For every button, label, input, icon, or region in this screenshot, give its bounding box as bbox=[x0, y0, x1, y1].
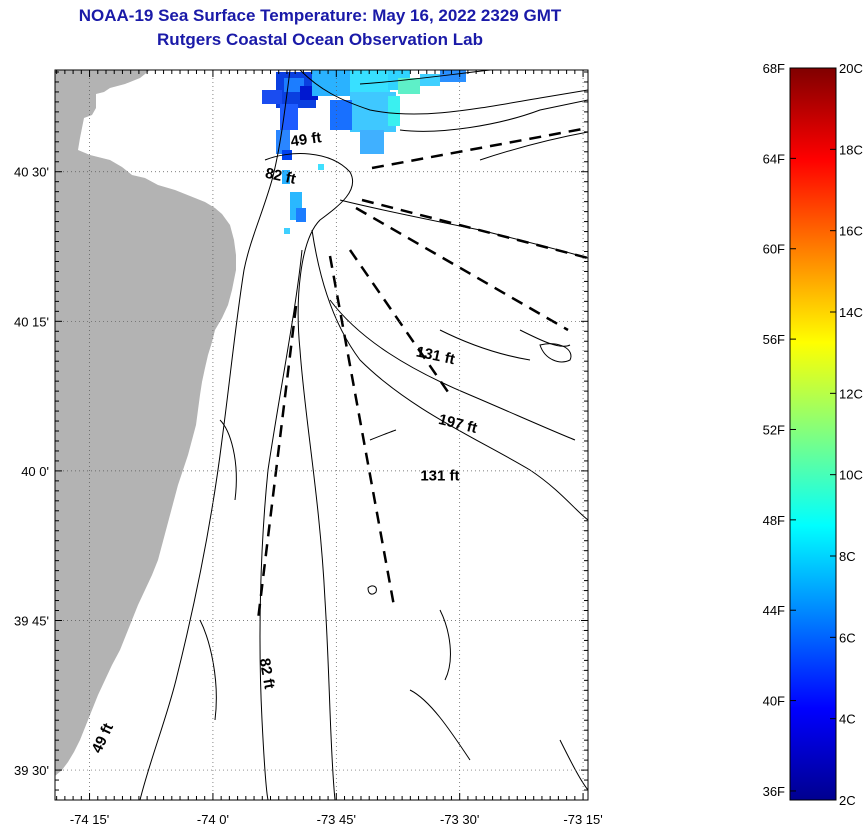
lon-tick-label: -74 15' bbox=[70, 812, 109, 827]
map-title: NOAA-19 Sea Surface Temperature: May 16,… bbox=[78, 6, 562, 25]
map-frame bbox=[54, 69, 589, 801]
colorbar: 68F 64F 60F 56F 52F 48F 44F 40F 36F 20C 18C 16C 14C… bbox=[763, 61, 863, 808]
land-new-jersey bbox=[55, 70, 236, 776]
lat-tick-label: 39 45' bbox=[14, 613, 49, 628]
colorbar-c-label: 10C bbox=[839, 468, 863, 483]
map-subtitle: Rutgers Coastal Ocean Observation Lab bbox=[157, 30, 483, 49]
lat-tick-label: 40 15' bbox=[14, 314, 49, 329]
colorbar-f-label: 56F bbox=[763, 332, 785, 347]
colorbar-gradient bbox=[789, 67, 837, 801]
lat-tick-label: 40 30' bbox=[14, 165, 49, 180]
colorbar-c-label: 14C bbox=[839, 305, 863, 320]
lat-tick-label: 39 30' bbox=[14, 763, 49, 778]
colorbar-f-label: 64F bbox=[763, 151, 785, 166]
longitude-tick-labels: -74 15' -74 0' -73 45' -73 30' -73 15' bbox=[70, 812, 603, 827]
colorbar-fahrenheit-labels: 68F 64F 60F 56F 52F 48F 44F 40F 36F bbox=[763, 61, 796, 799]
colorbar-celsius-labels: 20C 18C 16C 14C 12C 10C 8C 6C 4C 2C bbox=[830, 61, 863, 808]
colorbar-c-label: 18C bbox=[839, 142, 863, 157]
colorbar-c-label: 8C bbox=[839, 549, 856, 564]
lon-tick-label: -73 15' bbox=[563, 812, 602, 827]
colorbar-f-label: 40F bbox=[763, 694, 785, 709]
colorbar-c-label: 6C bbox=[839, 630, 856, 645]
lon-tick-label: -73 30' bbox=[440, 812, 479, 827]
colorbar-f-label: 52F bbox=[763, 422, 785, 437]
contour-depth-label: 82 ft bbox=[256, 657, 278, 690]
map-gridlines bbox=[55, 70, 588, 800]
colorbar-c-label: 20C bbox=[839, 61, 863, 76]
contour-depth-label: 131 ft bbox=[420, 467, 459, 484]
colorbar-c-label: 2C bbox=[839, 793, 856, 808]
lon-tick-label: -74 0' bbox=[197, 812, 229, 827]
colorbar-c-label: 12C bbox=[839, 386, 863, 401]
lon-tick-label: -73 45' bbox=[317, 812, 356, 827]
lat-tick-label: 40 0' bbox=[21, 464, 49, 479]
map-frame-ticks bbox=[55, 70, 588, 801]
colorbar-f-label: 68F bbox=[763, 61, 785, 76]
colorbar-f-label: 36F bbox=[763, 784, 785, 799]
colorbar-f-label: 60F bbox=[763, 242, 785, 257]
land-long-island-tip bbox=[55, 70, 150, 92]
latitude-tick-labels: 40 30' 40 15' 40 0' 39 45' 39 30' bbox=[14, 165, 49, 778]
colorbar-f-label: 48F bbox=[763, 513, 785, 528]
colorbar-c-label: 4C bbox=[839, 712, 856, 727]
contour-depth-label: 82 ft bbox=[264, 165, 298, 188]
map-panel: -74 15' -74 0' -73 45' -73 30' -73 15' 40 30… bbox=[14, 69, 603, 827]
colorbar-f-label: 44F bbox=[763, 603, 785, 618]
contour-depth-label: 49 ft bbox=[290, 129, 323, 150]
colorbar-c-label: 16C bbox=[839, 224, 863, 239]
